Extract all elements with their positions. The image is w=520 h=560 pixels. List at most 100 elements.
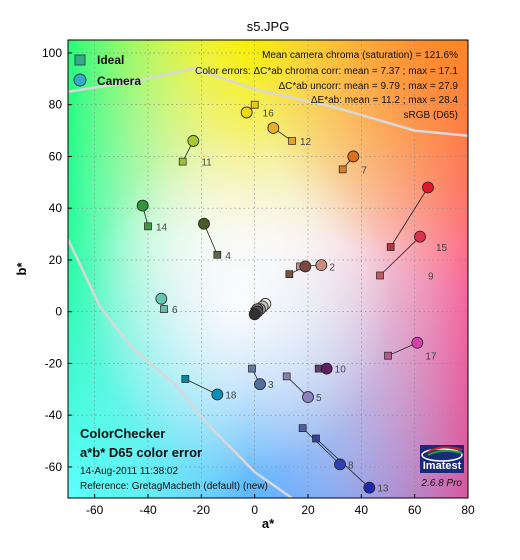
patch-label-12: 12 <box>300 137 312 148</box>
ideal-point-9 <box>376 271 384 280</box>
ideal-point-3 <box>248 364 256 373</box>
y-tick-label: 80 <box>49 98 63 112</box>
camera-point-14 <box>136 199 149 212</box>
ideal-point-7 <box>338 165 347 174</box>
plot-frame <box>67 39 469 499</box>
annotation-chroma: Mean camera chroma (saturation) = 121.6% <box>262 50 458 61</box>
camera-point-13 <box>363 481 376 494</box>
legend-camera-marker <box>73 73 87 87</box>
patch-labels: 2 3 4 5 6 7 8 9 10 11 12 13 14 15 16 17 18 <box>156 108 448 494</box>
footer-subtitle: a*b* D65 color error <box>80 445 202 460</box>
version-label: 2.6.8 Pro <box>420 478 462 489</box>
connector-15 <box>390 187 429 248</box>
camera-point-6 <box>155 292 168 305</box>
y-axis-label: b* <box>14 262 29 276</box>
patch-label-11: 11 <box>201 158 212 169</box>
plot-background <box>68 40 468 498</box>
logo-text: Imatest <box>423 460 462 472</box>
y-tick-label: -20 <box>45 356 63 370</box>
y-tick-label: 100 <box>42 46 62 60</box>
x-tick-label: 20 <box>301 503 315 517</box>
camera-point-5 <box>302 391 314 403</box>
legend: Ideal Camera <box>73 53 141 88</box>
annotation-chroma-corr: Color errors: ΔC*ab chroma corr: mean = … <box>195 66 458 77</box>
ideal-point-4 <box>213 250 222 259</box>
patch-label-14: 14 <box>156 222 168 233</box>
camera-point-8 <box>334 458 346 471</box>
y-axis-ticks: -60 -40 -20 0 20 40 60 80 100 <box>42 46 72 474</box>
patch-label-6: 6 <box>172 305 178 316</box>
patch-label-3: 3 <box>268 380 274 391</box>
x-tick-label: -40 <box>139 503 157 517</box>
patch-label-4: 4 <box>225 251 231 262</box>
patch-label-15: 15 <box>436 243 448 254</box>
ideal-point-13 <box>312 434 320 443</box>
ideal-point-6 <box>160 305 168 313</box>
legend-ideal-label: Ideal <box>97 53 124 67</box>
patch-label-13: 13 <box>377 484 389 495</box>
connector-18 <box>185 378 218 395</box>
patch-label-5: 5 <box>316 393 322 404</box>
connector-8 <box>302 427 341 465</box>
footer-date: 14-Aug-2011 11:38:02 <box>80 466 178 477</box>
x-axis-ticks: -60 -40 -20 0 20 40 60 80 <box>86 494 475 517</box>
ideal-point-12 <box>288 137 296 145</box>
x-tick-label: -60 <box>86 503 104 517</box>
camera-point-15 <box>422 181 434 194</box>
gamut-boundary-bottom-line <box>68 238 293 498</box>
footer-reference: Reference: GretagMacbeth (default) (new) <box>80 481 268 492</box>
annotation-delta-e: ΔE*ab: mean = 11.2 ; max = 28.4 <box>311 95 459 106</box>
y-tick-label: 0 <box>55 305 62 319</box>
grid-lines <box>68 40 468 498</box>
y-tick-label: 40 <box>49 201 63 215</box>
footer-title: ColorChecker <box>80 426 165 441</box>
footer-info: ColorChecker a*b* D65 color error 14-Aug… <box>80 426 268 492</box>
patch-label-9: 9 <box>428 271 434 282</box>
ideal-point-17 <box>384 351 392 360</box>
annotation-uncorr: ΔC*ab uncorr: mean = 9.79 ; max = 27.9 <box>278 81 458 92</box>
x-axis-label: a* <box>262 516 275 531</box>
ideal-point-14 <box>144 222 152 231</box>
camera-point-7 <box>347 150 360 163</box>
x-tick-label: 40 <box>355 503 369 517</box>
patch-label-2: 2 <box>329 262 335 273</box>
imatest-logo: Imatest <box>420 445 464 473</box>
srgb-gamut-boundary <box>68 67 468 498</box>
camera-point-10 <box>320 362 333 375</box>
ideal-point-15 <box>386 243 395 251</box>
y-tick-label: -40 <box>45 408 63 422</box>
ideal-point-5 <box>282 372 291 381</box>
legend-camera-label: Camera <box>97 74 141 88</box>
patch-label-17: 17 <box>425 352 437 363</box>
patch-label-16: 16 <box>263 108 275 119</box>
y-tick-label: 20 <box>49 253 63 267</box>
camera-point-1 <box>299 260 312 273</box>
annotation-colorspace: sRGB (D65) <box>404 110 458 121</box>
ideal-point-16 <box>250 100 259 109</box>
ideal-point-1 <box>285 270 294 279</box>
camera-point-16 <box>240 106 253 119</box>
error-annotations: Mean camera chroma (saturation) = 121.6%… <box>195 50 458 121</box>
patch-label-18: 18 <box>225 390 237 401</box>
camera-point-2 <box>315 259 328 272</box>
connector-9 <box>379 236 421 276</box>
y-tick-label: 60 <box>49 149 63 163</box>
ideal-point-11 <box>178 157 187 166</box>
x-tick-label: 0 <box>251 503 258 517</box>
patch-label-8: 8 <box>348 460 354 471</box>
camera-point-4 <box>198 217 210 230</box>
patch-label-7: 7 <box>361 165 367 176</box>
chart-title: s5.JPG <box>247 19 290 34</box>
ideal-point-18 <box>181 375 190 383</box>
gamut-boundary-top-line <box>68 67 468 137</box>
camera-point-9 <box>414 230 426 243</box>
x-tick-label: 80 <box>461 503 475 517</box>
x-tick-label: 60 <box>408 503 422 517</box>
ideal-point-8 <box>298 424 307 432</box>
x-tick-label: -20 <box>193 503 211 517</box>
camera-point-18 <box>211 388 224 401</box>
camera-markers <box>136 106 434 494</box>
camera-point-11 <box>187 135 200 147</box>
legend-ideal-marker <box>74 54 86 66</box>
